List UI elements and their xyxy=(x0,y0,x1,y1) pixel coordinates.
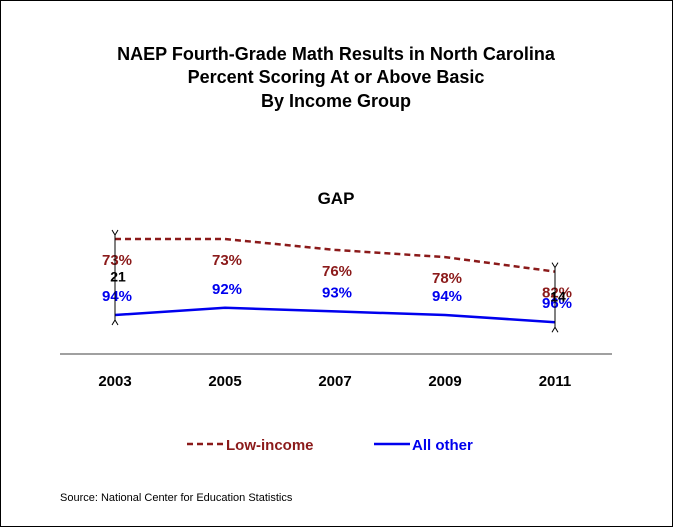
legend: Low-income All other xyxy=(187,437,473,454)
data-label-low-income-2005: 73% xyxy=(212,252,242,269)
series-lines xyxy=(114,237,556,324)
gap-value-2003: 21 xyxy=(110,269,126,285)
series-line-low-income xyxy=(115,237,556,273)
source-note: Source: National Center for Education St… xyxy=(60,492,293,504)
title-line-3: By Income Group xyxy=(261,91,411,111)
data-label-all-other-2003: 94% xyxy=(102,288,132,305)
gap-arrowhead-up-2003 xyxy=(111,319,119,326)
x-axis-tick-labels: 2003 2005 2007 2009 2011 xyxy=(98,373,571,390)
gap-arrowhead-down-2011 xyxy=(551,262,559,269)
data-labels: 73% 73% 76% 78% 82% 94% 92% 93% 94% 96% xyxy=(102,252,572,312)
title-line-2: Percent Scoring At or Above Basic xyxy=(188,67,485,87)
data-label-all-other-2007: 93% xyxy=(322,284,352,301)
x-tick-label-2009: 2009 xyxy=(428,373,461,390)
gap-annotations: 21 14 xyxy=(110,229,566,333)
data-label-low-income-2007: 76% xyxy=(322,263,352,280)
chart-title: NAEP Fourth-Grade Math Results in North … xyxy=(117,44,556,111)
series-line-all-other xyxy=(114,306,556,324)
data-label-low-income-2011: 82% xyxy=(542,285,572,302)
data-label-low-income-2003: 73% xyxy=(102,252,132,269)
x-tick-label-2005: 2005 xyxy=(208,373,241,390)
x-tick-label-2011: 2011 xyxy=(539,373,572,390)
gap-label: GAP xyxy=(318,189,355,208)
gap-arrowhead-down-2003 xyxy=(111,229,119,236)
gap-value-2011: 14 xyxy=(550,288,566,304)
legend-label-all-other: All other xyxy=(412,437,473,454)
x-tick-label-2003: 2003 xyxy=(98,373,131,390)
data-label-all-other-2005: 92% xyxy=(212,281,242,298)
data-label-all-other-2009: 94% xyxy=(432,288,462,305)
data-label-low-income-2009: 78% xyxy=(432,270,462,287)
gap-arrowhead-up-2011 xyxy=(551,326,559,333)
title-line-1: NAEP Fourth-Grade Math Results in North … xyxy=(117,44,556,64)
x-tick-label-2007: 2007 xyxy=(318,373,351,390)
legend-label-low-income: Low-income xyxy=(226,437,314,454)
data-label-all-other-2011: 96% xyxy=(542,295,572,312)
